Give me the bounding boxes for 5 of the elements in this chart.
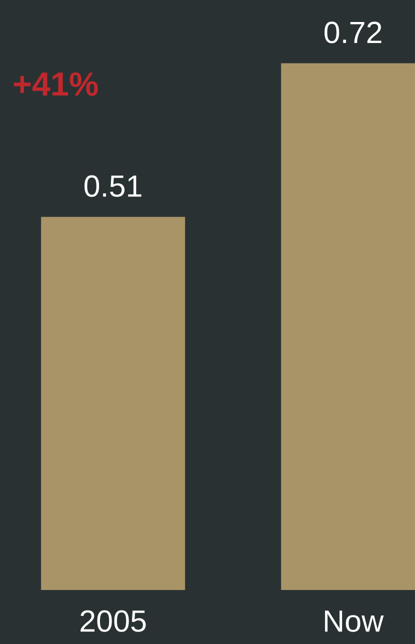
annotation: +41% [14,72,98,96]
x-tick-label: Now [325,610,384,632]
data-label: 0.51 [84,175,142,197]
data-label: 0.72 [324,22,382,44]
x-tick-label: 2005 [80,610,146,632]
